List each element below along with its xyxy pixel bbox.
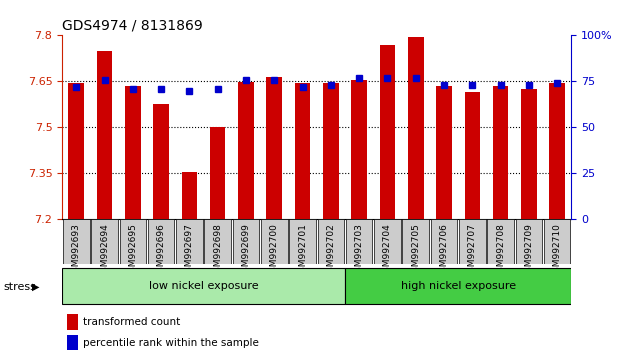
Text: GDS4974 / 8131869: GDS4974 / 8131869 — [62, 19, 203, 33]
Bar — [97, 51, 112, 219]
Bar — [153, 104, 169, 219]
Bar — [68, 83, 84, 219]
Text: GSM992709: GSM992709 — [524, 223, 533, 278]
Text: GSM992700: GSM992700 — [270, 223, 279, 278]
FancyBboxPatch shape — [119, 219, 146, 264]
Text: GSM992693: GSM992693 — [72, 223, 81, 278]
FancyBboxPatch shape — [346, 219, 373, 264]
FancyBboxPatch shape — [345, 268, 571, 304]
Text: GSM992703: GSM992703 — [355, 223, 364, 278]
Text: GSM992699: GSM992699 — [242, 223, 250, 278]
Text: GSM992710: GSM992710 — [553, 223, 561, 278]
FancyBboxPatch shape — [459, 219, 486, 264]
FancyBboxPatch shape — [233, 219, 260, 264]
FancyBboxPatch shape — [515, 219, 542, 264]
Text: GSM992707: GSM992707 — [468, 223, 477, 278]
Text: high nickel exposure: high nickel exposure — [401, 281, 515, 291]
Bar — [351, 80, 367, 219]
FancyBboxPatch shape — [374, 219, 401, 264]
Text: transformed count: transformed count — [83, 317, 181, 327]
Bar — [238, 82, 254, 219]
FancyBboxPatch shape — [289, 219, 316, 264]
Bar — [266, 77, 282, 219]
Text: GSM992704: GSM992704 — [383, 223, 392, 278]
Bar — [67, 314, 78, 330]
Bar — [67, 335, 78, 350]
FancyBboxPatch shape — [544, 219, 571, 264]
Bar — [379, 45, 395, 219]
Bar — [436, 86, 452, 219]
Text: GSM992698: GSM992698 — [213, 223, 222, 278]
FancyBboxPatch shape — [91, 219, 118, 264]
Text: GSM992705: GSM992705 — [411, 223, 420, 278]
Bar — [295, 83, 310, 219]
Text: stress: stress — [3, 282, 36, 292]
Text: ▶: ▶ — [32, 282, 40, 292]
FancyBboxPatch shape — [317, 219, 344, 264]
Bar — [181, 172, 197, 219]
FancyBboxPatch shape — [402, 219, 429, 264]
Bar — [521, 89, 537, 219]
Bar — [493, 86, 509, 219]
FancyBboxPatch shape — [204, 219, 231, 264]
FancyBboxPatch shape — [62, 268, 345, 304]
FancyBboxPatch shape — [487, 219, 514, 264]
Text: GSM992694: GSM992694 — [100, 223, 109, 278]
Text: GSM992706: GSM992706 — [440, 223, 448, 278]
Text: low nickel exposure: low nickel exposure — [149, 281, 258, 291]
Text: GSM992702: GSM992702 — [327, 223, 335, 278]
Bar — [465, 92, 480, 219]
Bar — [408, 37, 424, 219]
Text: GSM992701: GSM992701 — [298, 223, 307, 278]
FancyBboxPatch shape — [261, 219, 288, 264]
FancyBboxPatch shape — [63, 219, 89, 264]
Bar — [323, 83, 338, 219]
Text: GSM992696: GSM992696 — [156, 223, 166, 278]
FancyBboxPatch shape — [431, 219, 457, 264]
Text: GSM992708: GSM992708 — [496, 223, 505, 278]
Text: GSM992697: GSM992697 — [185, 223, 194, 278]
Bar — [550, 83, 565, 219]
Bar — [125, 86, 140, 219]
FancyBboxPatch shape — [176, 219, 202, 264]
Text: percentile rank within the sample: percentile rank within the sample — [83, 338, 260, 348]
Text: GSM992695: GSM992695 — [129, 223, 137, 278]
Bar — [210, 127, 225, 219]
FancyBboxPatch shape — [148, 219, 175, 264]
